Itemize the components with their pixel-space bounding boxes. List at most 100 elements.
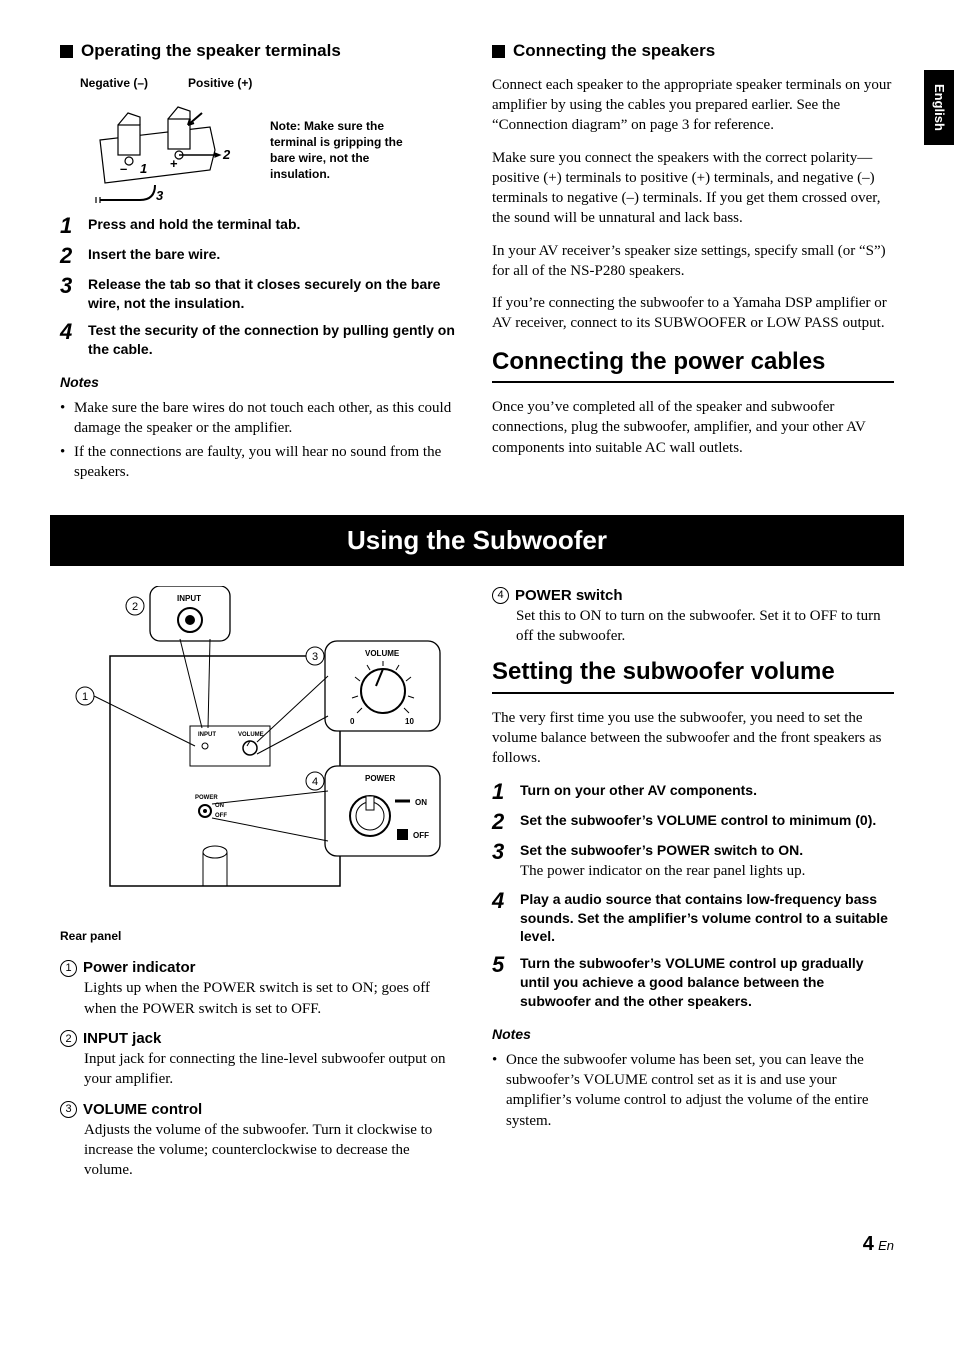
connecting-heading-text: Connecting the speakers xyxy=(513,40,715,63)
svg-text:OFF: OFF xyxy=(413,831,429,840)
callout-title: INPUT jack xyxy=(83,1029,161,1049)
step-num: 3 xyxy=(492,841,510,863)
vol-step-2: 2Set the subwoofer’s VOLUME control to m… xyxy=(492,811,894,833)
svg-text:0: 0 xyxy=(350,717,355,726)
svg-text:INPUT: INPUT xyxy=(177,594,201,603)
step-num: 2 xyxy=(492,811,510,833)
right-column: Connecting the speakers Connect each spe… xyxy=(492,40,894,487)
circled-num-icon: 2 xyxy=(60,1030,77,1047)
page-suffix: En xyxy=(878,1238,894,1253)
step-num: 3 xyxy=(60,275,78,297)
svg-text:VOLUME: VOLUME xyxy=(365,649,400,658)
paragraph: Connect each speaker to the appropriate … xyxy=(492,75,894,136)
step-num: 1 xyxy=(492,781,510,803)
sub-left-column: INPUT VOLUME POWER ON OFF INPUT xyxy=(60,586,462,1191)
paragraph: In your AV receiver’s speaker size setti… xyxy=(492,241,894,282)
step-text: Turn on your other AV components. xyxy=(520,781,757,800)
notes-heading: Notes xyxy=(60,373,462,392)
svg-text:2: 2 xyxy=(132,601,138,613)
callout-title: Power indicator xyxy=(83,958,196,978)
step-text: Turn the subwoofer’s VOLUME control up g… xyxy=(520,954,894,1011)
step-text: Play a audio source that contains low-fr… xyxy=(520,890,894,947)
circled-num-icon: 4 xyxy=(492,587,509,604)
vol-step-1: 1 Turn on your other AV components. xyxy=(492,781,894,803)
callout-descriptions: 1 Power indicator Lights up when the POWE… xyxy=(60,958,462,1181)
callout-descriptions-right: 4 POWER switch Set this to ON to turn on … xyxy=(492,586,894,647)
callout-title: VOLUME control xyxy=(83,1100,202,1120)
terminal-note: Note: Make sure the terminal is gripping… xyxy=(270,118,420,183)
vol-step-3: 3 Set the subwoofer’s POWER switch to ON… xyxy=(492,841,894,882)
step-text: Set the subwoofer’s POWER switch to ON. xyxy=(520,841,805,860)
svg-text:ON: ON xyxy=(415,798,427,807)
left-column: Operating the speaker terminals Negative… xyxy=(60,40,462,487)
page-footer: 4 En xyxy=(60,1231,894,1258)
sub-notes-list: Once the subwoofer volume has been set, … xyxy=(492,1050,894,1131)
step-1: 1 Press and hold the terminal tab. xyxy=(60,215,462,237)
step-4: 4Test the security of the connection by … xyxy=(60,321,462,359)
sub-right-column: 4 POWER switch Set this to ON to turn on … xyxy=(492,586,894,1191)
callout-body: Adjusts the volume of the subwoofer. Tur… xyxy=(84,1120,462,1181)
rear-panel-diagram: INPUT VOLUME POWER ON OFF INPUT xyxy=(50,586,450,916)
svg-text:3: 3 xyxy=(156,188,164,203)
subwoofer-section: INPUT VOLUME POWER ON OFF INPUT xyxy=(60,586,894,1191)
svg-text:1: 1 xyxy=(82,691,88,703)
svg-text:–: – xyxy=(120,161,127,176)
vol-step-4: 4 Play a audio source that contains low-f… xyxy=(492,890,894,947)
callout-item-1: 1 Power indicator Lights up when the POWE… xyxy=(60,958,462,1019)
paragraph: The very first time you use the subwoofe… xyxy=(492,708,894,769)
paragraph: If you’re connecting the subwoofer to a … xyxy=(492,293,894,334)
positive-label: Positive (+) xyxy=(188,75,252,91)
section-banner: Using the Subwoofer xyxy=(50,515,904,566)
svg-text:VOLUME: VOLUME xyxy=(238,732,264,738)
connecting-heading: Connecting the speakers xyxy=(492,40,894,63)
notes-heading: Notes xyxy=(492,1025,894,1044)
callout-item-2: 2 INPUT jack Input jack for connecting th… xyxy=(60,1029,462,1090)
step-num: 1 xyxy=(60,215,78,237)
operating-heading-text: Operating the speaker terminals xyxy=(81,40,341,63)
svg-text:OFF: OFF xyxy=(215,813,227,819)
svg-text:3: 3 xyxy=(312,651,318,663)
callout-body: Set this to ON to turn on the subwoofer.… xyxy=(516,606,894,647)
step-num: 2 xyxy=(60,245,78,267)
language-tab: English xyxy=(924,70,954,145)
page-number: 4 xyxy=(863,1233,874,1255)
step-3: 3 Release the tab so that it closes secur… xyxy=(60,275,462,313)
terminal-diagram: – + 1 2 3 xyxy=(60,95,260,205)
callout-body: Lights up when the POWER switch is set t… xyxy=(84,978,462,1019)
terminal-diagram-row: – + 1 2 3 Note: Make sure the terminal i… xyxy=(60,95,462,205)
note-item: If the connections are faulty, you will … xyxy=(60,442,462,483)
paragraph: Once you’ve completed all of the speaker… xyxy=(492,397,894,458)
terminal-steps: 1 Press and hold the terminal tab. 2Inser… xyxy=(60,215,462,359)
callout-item-4: 4 POWER switch Set this to ON to turn on … xyxy=(492,586,894,647)
svg-text:INPUT: INPUT xyxy=(198,732,216,738)
step-text: Press and hold the terminal tab. xyxy=(88,215,300,234)
step-block: Set the subwoofer’s POWER switch to ON. … xyxy=(520,841,805,882)
circled-num-icon: 3 xyxy=(60,1101,77,1118)
step-num: 5 xyxy=(492,954,510,976)
top-section: Operating the speaker terminals Negative… xyxy=(60,40,894,487)
svg-text:2: 2 xyxy=(222,147,231,162)
callout-body: Input jack for connecting the line-level… xyxy=(84,1049,462,1090)
svg-text:4: 4 xyxy=(312,776,318,788)
paragraph: Make sure you connect the speakers with … xyxy=(492,148,894,229)
callout-item-3: 3 VOLUME control Adjusts the volume of th… xyxy=(60,1100,462,1181)
note-item: Once the subwoofer volume has been set, … xyxy=(492,1050,894,1131)
svg-text:POWER: POWER xyxy=(365,774,395,783)
terminal-polarity-labels: Negative (–) Positive (+) xyxy=(80,75,462,91)
svg-text:POWER: POWER xyxy=(195,795,218,801)
setting-volume-heading: Setting the subwoofer volume xyxy=(492,656,894,693)
power-cables-heading: Connecting the power cables xyxy=(492,346,894,383)
step-num: 4 xyxy=(60,321,78,343)
notes-list: Make sure the bare wires do not touch ea… xyxy=(60,398,462,483)
volume-steps: 1Turn on your other AV components. 2Set … xyxy=(492,781,894,1011)
svg-text:10: 10 xyxy=(405,717,414,726)
step-2: 2Insert the bare wire. xyxy=(60,245,462,267)
step-text: Release the tab so that it closes secure… xyxy=(88,275,462,313)
note-item: Make sure the bare wires do not touch ea… xyxy=(60,398,462,439)
svg-text:+: + xyxy=(170,156,178,171)
step-subtext: The power indicator on the rear panel li… xyxy=(520,861,805,881)
circled-num-icon: 1 xyxy=(60,960,77,977)
svg-text:1: 1 xyxy=(140,161,147,176)
callout-title: POWER switch xyxy=(515,586,623,606)
step-num: 4 xyxy=(492,890,510,912)
